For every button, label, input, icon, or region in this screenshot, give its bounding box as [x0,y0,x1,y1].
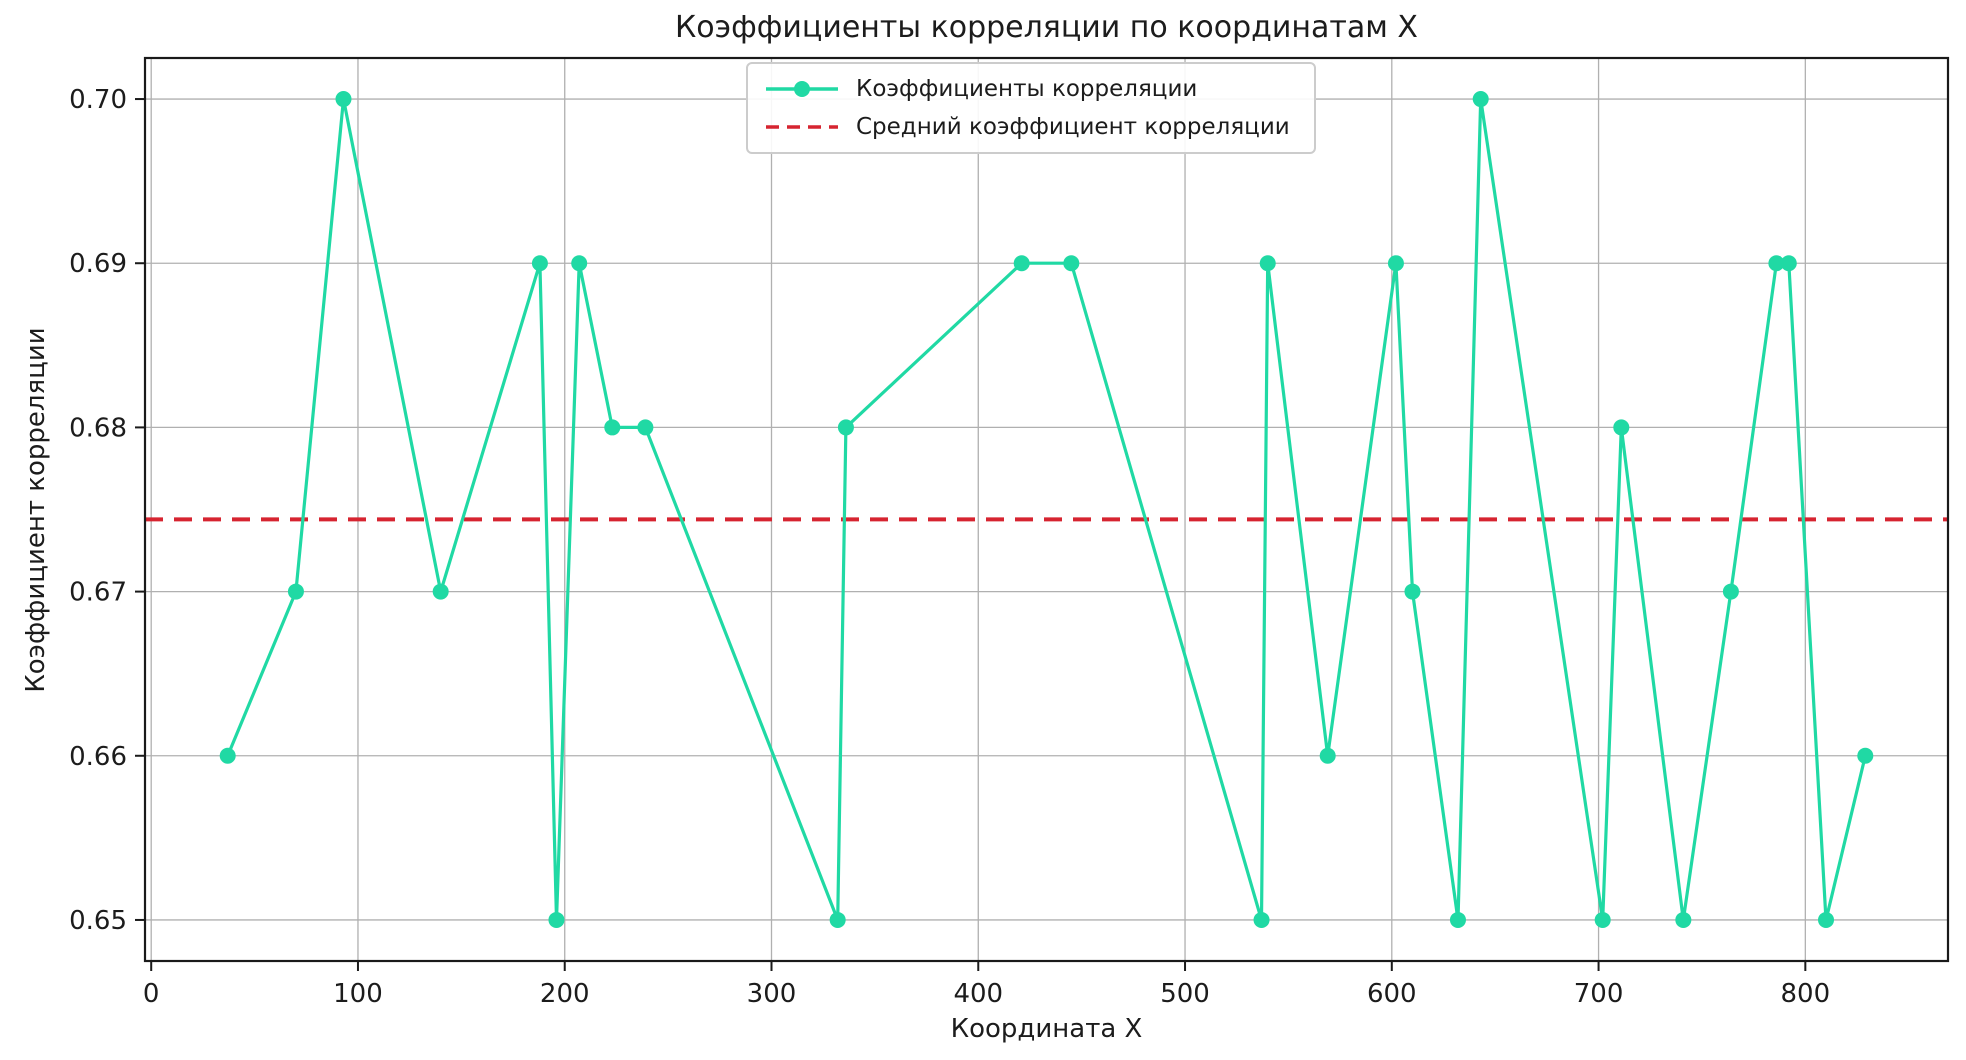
data-point [1780,255,1797,272]
legend-series-marker [794,81,810,97]
data-point [219,747,236,764]
data-point [1449,911,1466,928]
data-point [829,911,846,928]
y-tick-label: 0.70 [69,85,127,115]
x-tick-label: 500 [1160,979,1210,1009]
data-point [335,91,352,108]
x-tick-label: 0 [143,979,160,1009]
x-tick-label: 400 [953,979,1003,1009]
x-tick-label: 600 [1367,979,1417,1009]
data-point [1613,419,1630,436]
data-point [1259,255,1276,272]
data-point [1675,911,1692,928]
x-tick-label: 700 [1574,979,1624,1009]
data-point [571,255,588,272]
y-tick-label: 0.65 [69,906,127,936]
data-point [1404,583,1421,600]
chart-title: Коэффициенты корреляции по координатам X [675,10,1418,45]
legend-mean-label: Средний коэффициент корреляции [856,114,1290,140]
legend-item-mean: Средний коэффициент корреляции [764,114,1290,140]
data-point [287,583,304,600]
data-point [548,911,565,928]
data-point [1472,91,1489,108]
data-point [1063,255,1080,272]
mean-line-swatch-icon [766,125,838,129]
y-tick-label: 0.68 [69,413,127,443]
series-line [226,97,1867,922]
x-tick-label: 200 [540,979,590,1009]
data-point [1818,911,1835,928]
data-point [837,419,854,436]
data-point [1387,255,1404,272]
plot-border [143,56,1950,963]
legend: Коэффициенты корреляции Средний коэффици… [746,62,1316,154]
data-point [1253,911,1270,928]
y-tick-label: 0.66 [69,742,127,772]
data-point [432,583,449,600]
data-point [1594,911,1611,928]
x-axis-label: Координата X [950,1014,1143,1044]
y-tick-label: 0.67 [69,578,127,608]
data-point [604,419,621,436]
y-axis-label: Коэффициент корреляции [21,327,51,693]
series-line-swatch-icon [766,81,838,97]
y-tick-label: 0.69 [69,249,127,279]
data-point [1722,583,1739,600]
data-point [1013,255,1030,272]
x-tick-label: 300 [747,979,797,1009]
data-point [1857,747,1874,764]
data-point [1768,255,1785,272]
data-point [531,255,548,272]
legend-series-label: Коэффициенты корреляции [856,76,1198,102]
x-tick-label: 100 [333,979,383,1009]
data-point [637,419,654,436]
x-tick-label: 800 [1781,979,1831,1009]
data-point [1319,747,1336,764]
legend-item-series: Коэффициенты корреляции [764,76,1290,102]
